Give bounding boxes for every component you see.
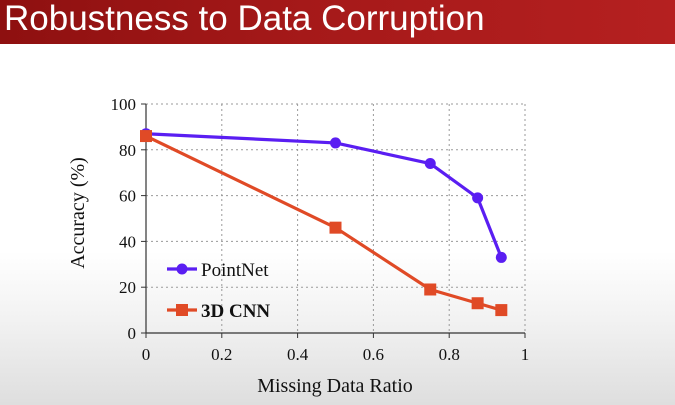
x-tick-label: 0 (142, 345, 151, 364)
data-point-pointnet (472, 192, 484, 204)
slide-title: Robustness to Data Corruption (4, 0, 485, 38)
tick-labels: 0 20 40 60 80 100 0 0.2 0.4 0.6 0.8 1 (111, 95, 530, 364)
data-point-3d-cnn (471, 297, 484, 310)
data-point-3d-cnn (140, 130, 152, 143)
x-tick-label: 0.2 (211, 345, 232, 364)
x-tick-label: 0.8 (439, 345, 460, 364)
series-line-3d-cnn (145, 134, 502, 312)
y-tick-label: 0 (128, 324, 137, 343)
x-axis-label: Missing Data Ratio (257, 375, 413, 397)
y-tick-label: 60 (119, 187, 136, 206)
data-point-3d-cnn (424, 283, 437, 296)
legend: PointNet 3D CNN (167, 260, 270, 322)
data-point-pointnet (424, 158, 436, 170)
data-point-3d-cnn (329, 221, 342, 234)
title-bar: Robustness to Data Corruption (0, 0, 675, 44)
y-tick-label: 80 (119, 141, 136, 160)
y-tick-label: 20 (119, 278, 136, 297)
data-point-pointnet (495, 251, 507, 263)
x-tick-label: 0.4 (287, 345, 309, 364)
legend-label-pointnet: PointNet (201, 260, 269, 281)
series-line-pointnet (145, 132, 503, 259)
y-tick-label: 40 (119, 232, 136, 251)
legend-label-3d-cnn: 3D CNN (201, 301, 270, 322)
y-axis-label: Accuracy (%) (67, 157, 89, 269)
data-point-pointnet (330, 137, 341, 149)
legend-marker-3d-cnn (176, 304, 188, 316)
legend-marker-pointnet (176, 263, 188, 275)
x-tick-label: 1 (521, 345, 530, 364)
data-series (140, 128, 508, 317)
y-tick-label: 100 (111, 95, 137, 114)
data-point-3d-cnn (495, 304, 508, 317)
x-tick-label: 0.6 (363, 345, 384, 364)
axes (141, 103, 526, 338)
